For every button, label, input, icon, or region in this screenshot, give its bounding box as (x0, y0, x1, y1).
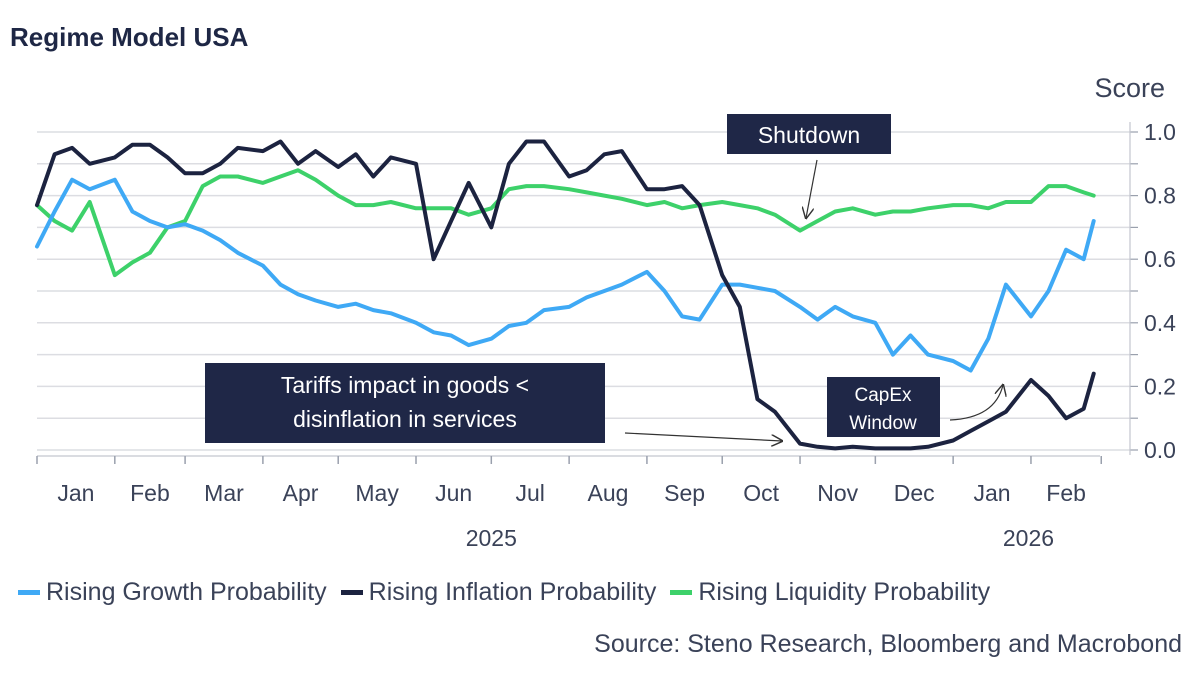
chart-title: Regime Model USA (10, 22, 249, 52)
annotation-capex-line: CapEx (854, 385, 912, 406)
x-month-label: Jul (516, 480, 545, 506)
legend-label-inflation: Rising Inflation Probability (368, 578, 657, 606)
y-tick-label: 0.0 (1144, 437, 1176, 463)
annotation-shutdown: Shutdown (758, 122, 860, 148)
series-line-rising-liquidity-probability (35, 168, 1096, 278)
x-month-label: Apr (283, 480, 319, 506)
x-month-label: May (355, 480, 399, 506)
x-month-label: Jan (974, 480, 1011, 506)
legend-swatch-liquidity (670, 590, 693, 595)
legend-item-inflation: Rising Inflation Probability (340, 578, 657, 607)
legend-swatch-inflation (340, 590, 363, 595)
series-line-rising-inflation-probability (35, 139, 1096, 451)
x-month-label: Mar (204, 480, 244, 506)
x-month-label: Feb (1046, 480, 1086, 506)
capex-arrow (949, 385, 1003, 421)
x-month-label: Sep (664, 480, 705, 506)
y-tick-label: 0.8 (1144, 183, 1176, 209)
y-tick-label: 0.4 (1144, 310, 1176, 336)
x-year-label: 2026 (1003, 525, 1054, 551)
legend-item-growth: Rising Growth Probability (18, 578, 327, 607)
annotation-box-tariffs (205, 363, 605, 443)
legend-label-growth: Rising Growth Probability (46, 578, 327, 606)
source-note: Source: Steno Research, Bloomberg and Ma… (594, 630, 1182, 658)
annotation-capex-line: Window (849, 413, 917, 434)
annotation-box-capex (827, 377, 940, 437)
tariffs-arrow (624, 432, 782, 441)
y-tick-label: 0.2 (1144, 373, 1176, 399)
x-month-label: Jun (435, 480, 472, 506)
annotation-box-shutdown (727, 114, 891, 154)
axes: 0.0 0.2 0.4 0.6 0.8 1.0 Score Jan Feb Mar Apr May Ju… (36, 73, 1176, 551)
series-line-rising-growth-probability (35, 177, 1096, 373)
x-month-label: Dec (894, 480, 935, 506)
x-month-label: Oct (743, 480, 779, 506)
x-month-label: Jan (57, 480, 94, 506)
legend-item-liquidity: Rising Liquidity Probability (670, 578, 990, 607)
y-tick-label: 0.6 (1144, 246, 1176, 272)
x-year-label: 2025 (466, 525, 517, 551)
x-month-label: Aug (588, 480, 629, 506)
annotations: Shutdown Tariffs impact in goods < disinfl… (205, 114, 1003, 443)
x-month-label: Nov (817, 480, 858, 506)
x-month-label: Feb (130, 480, 170, 506)
series-lines (35, 139, 1096, 451)
legend-label-liquidity: Rising Liquidity Probability (698, 578, 991, 606)
y-tick-label: 1.0 (1144, 119, 1176, 145)
legend-swatch-growth (18, 590, 40, 595)
legend: Rising Growth Probability Rising Inflati… (18, 578, 990, 607)
y-axis-label: Score (1094, 73, 1165, 103)
annotation-tariffs-line: disinflation in services (293, 406, 517, 432)
shutdown-arrow (806, 159, 818, 218)
annotation-tariffs-line: Tariffs impact in goods < (281, 372, 529, 398)
